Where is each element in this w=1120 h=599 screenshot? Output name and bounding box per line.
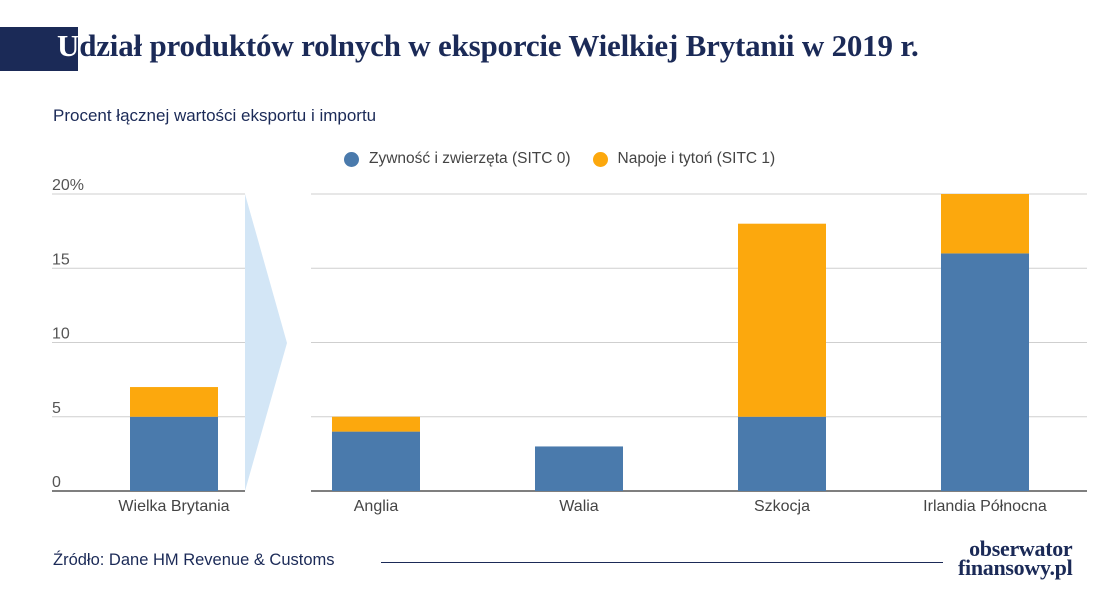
y-tick-label: 5 xyxy=(52,400,61,417)
legend-label-sitc1: Napoje i tytoń (SITC 1) xyxy=(617,150,776,167)
y-tick-label: 20% xyxy=(52,177,84,194)
bar-sitc0 xyxy=(130,416,218,491)
title-accent-bar xyxy=(0,27,78,71)
logo-line-1: obserwator xyxy=(969,536,1073,561)
y-tick-label: 15 xyxy=(52,251,70,268)
x-category-label: Anglia xyxy=(354,498,399,515)
bar-sitc1 xyxy=(941,194,1029,254)
chart-title: Udział produktów rolnych w eksporcie Wie… xyxy=(57,28,919,64)
publisher-logo: obserwator finansowy.pl xyxy=(958,536,1073,580)
bar-sitc0 xyxy=(941,253,1029,491)
separator-arrow xyxy=(245,194,287,491)
bar-sitc0 xyxy=(332,431,420,491)
x-category-label: Walia xyxy=(559,498,599,515)
y-tick-label: 10 xyxy=(52,326,70,343)
legend-item-sitc1: Napoje i tytoń (SITC 1) xyxy=(592,150,776,168)
title-first-letter: U xyxy=(57,28,80,63)
bar-sitc0 xyxy=(535,446,623,491)
x-category-label: Wielka Brytania xyxy=(118,498,229,515)
x-category-label: Szkocja xyxy=(754,498,810,515)
y-tick-label: 0 xyxy=(52,474,61,491)
source-divider xyxy=(381,562,943,563)
chart-legend: Zywność i zwierzęta (SITC 0) Napoje i ty… xyxy=(344,150,797,168)
source-note: Źródło: Dane HM Revenue & Customs xyxy=(53,551,335,569)
bar-sitc1 xyxy=(738,223,826,417)
bar-sitc1 xyxy=(332,416,420,432)
bar-sitc0 xyxy=(738,416,826,491)
legend-swatch-sitc1 xyxy=(592,151,608,167)
bar-sitc1 xyxy=(130,387,218,417)
legend-label-sitc0: Zywność i zwierzęta (SITC 0) xyxy=(369,150,571,167)
x-category-label: Irlandia Północna xyxy=(923,498,1047,515)
logo-line-2: finansowy.pl xyxy=(958,555,1073,580)
chart-subtitle: Procent łącznej wartości eksportu i impo… xyxy=(53,106,377,125)
legend-item-sitc0: Zywność i zwierzęta (SITC 0) xyxy=(344,150,571,168)
title-text: dział produktów rolnych w eksporcie Wiel… xyxy=(79,28,919,63)
legend-swatch-sitc0 xyxy=(344,151,359,167)
